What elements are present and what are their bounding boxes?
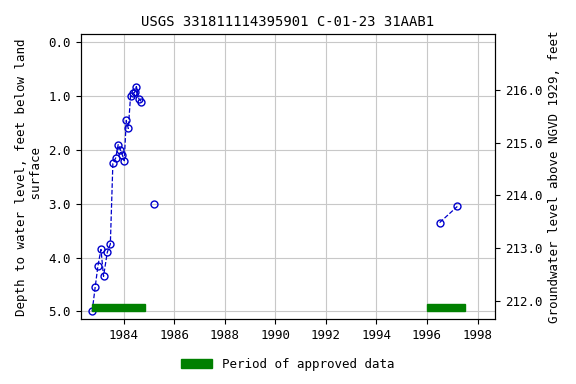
Y-axis label: Depth to water level, feet below land
 surface: Depth to water level, feet below land su…: [15, 38, 43, 316]
Y-axis label: Groundwater level above NGVD 1929, feet: Groundwater level above NGVD 1929, feet: [548, 31, 561, 323]
Title: USGS 331811114395901 C-01-23 31AAB1: USGS 331811114395901 C-01-23 31AAB1: [142, 15, 434, 29]
Bar: [92, 304, 145, 311]
Bar: [427, 304, 465, 311]
Legend: Period of approved data: Period of approved data: [176, 353, 400, 376]
